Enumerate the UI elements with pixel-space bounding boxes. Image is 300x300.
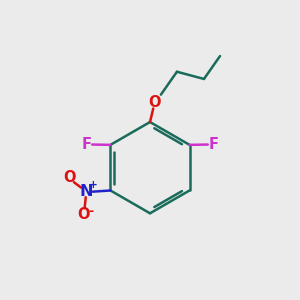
Text: O: O	[148, 94, 161, 110]
Text: F: F	[81, 137, 91, 152]
Text: -: -	[89, 206, 94, 218]
Text: F: F	[209, 137, 219, 152]
Text: O: O	[78, 207, 90, 222]
Text: +: +	[88, 181, 97, 190]
Text: O: O	[63, 170, 76, 185]
Text: N: N	[80, 184, 93, 200]
